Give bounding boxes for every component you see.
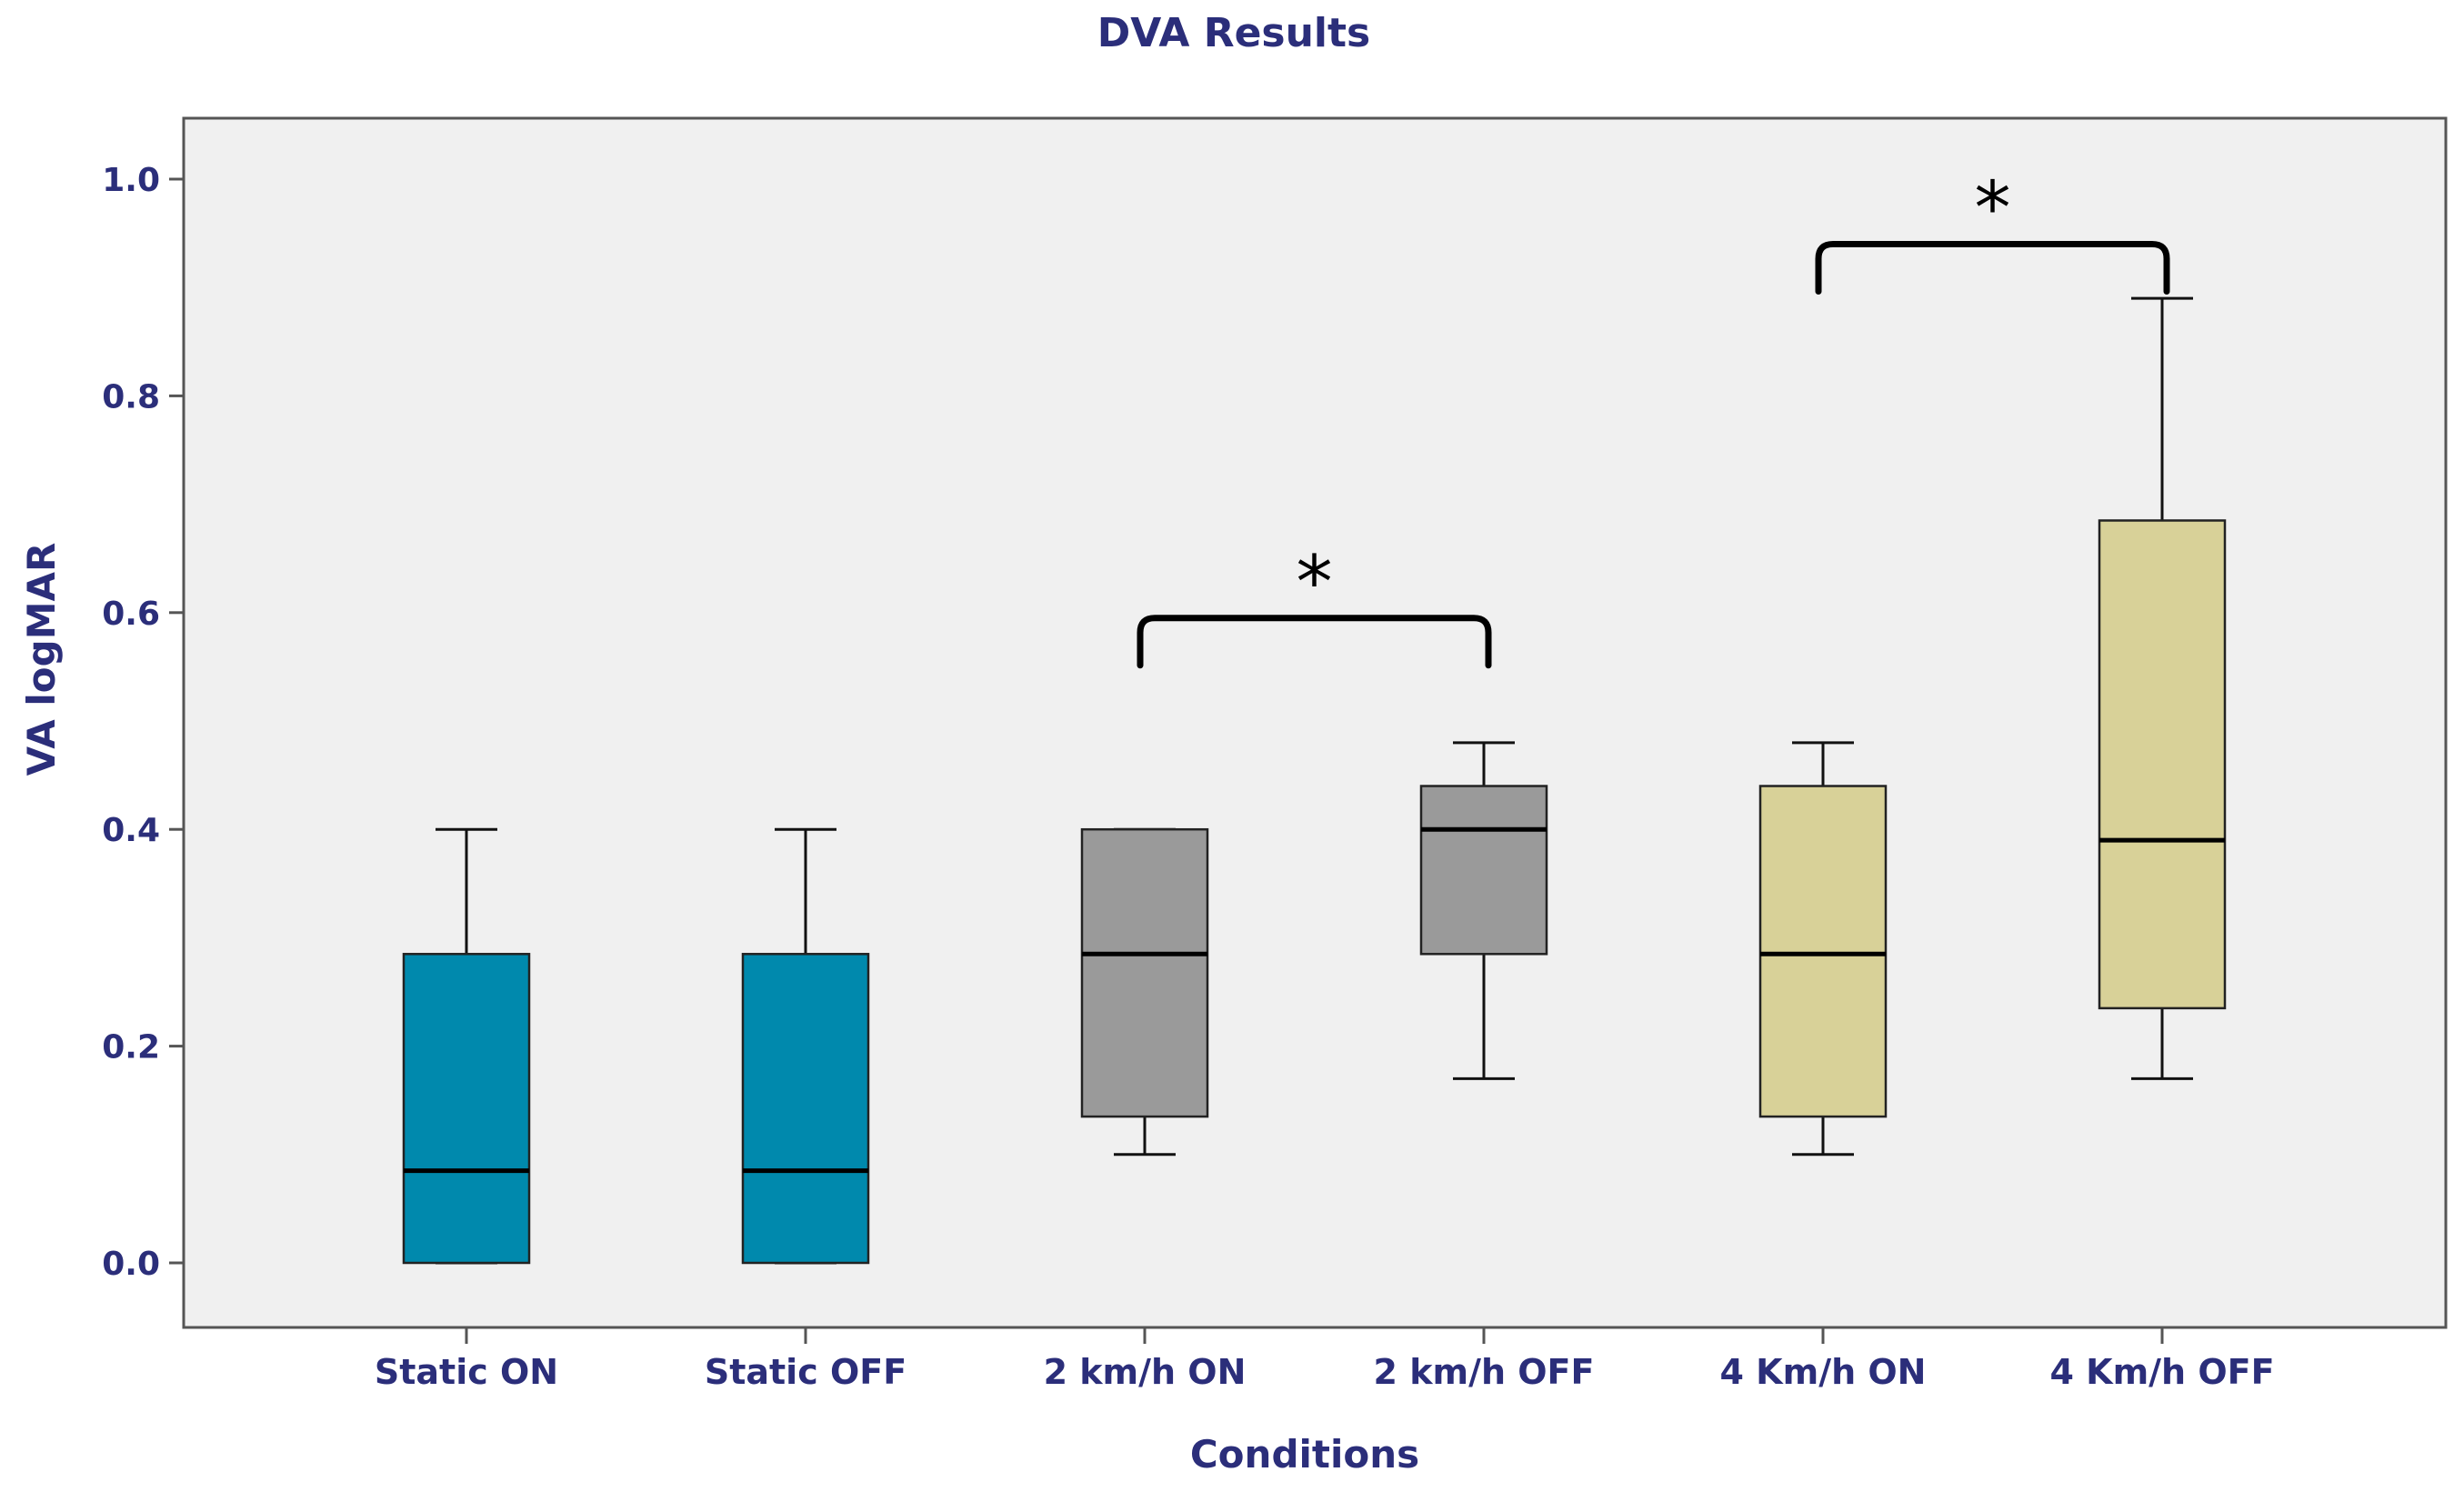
box-body [1758,785,1888,1118]
significance-star: * [1975,166,2011,251]
y-tick-label: 0.8 [102,378,160,416]
box-6 [2098,296,2227,1080]
box-2 [741,827,870,1265]
box-3 [1080,827,1209,1157]
significance-star: * [1297,540,1333,625]
box-5 [1758,741,1888,1157]
chart-title: DVA Results [1097,10,1371,56]
significance-bracket [1815,241,2170,295]
y-tick-label: 0.0 [102,1246,160,1283]
box-body [1419,785,1548,956]
x-axis: Static ON Static OFF 2 km/h ON 2 km/h OFF 4 … [375,1327,2275,1392]
significance-annotations: ** [1137,166,2170,669]
x-tick-label: 2 km/h ON [1044,1352,1247,1392]
box-series [402,296,2227,1265]
y-axis: 0.0 0.2 0.4 0.6 0.8 1.0 [102,162,184,1283]
box-4 [1419,741,1548,1080]
y-tick-label: 0.6 [102,596,160,633]
significance-bracket [1137,615,1492,669]
box-body [2098,519,2227,1010]
box-body [741,953,870,1265]
y-tick-label: 0.4 [102,812,160,849]
box-body [1080,827,1209,1118]
x-tick-label: Static OFF [705,1352,906,1392]
y-axis-label: VA logMAR [19,543,64,776]
x-tick-label: 4 Km/h OFF [2049,1352,2274,1392]
y-tick-label: 0.2 [102,1029,160,1066]
x-tick-label: 4 Km/h ON [1720,1352,1927,1392]
x-tick-label: 2 km/h OFF [1374,1352,1595,1392]
box-1 [402,827,531,1265]
x-axis-label: Conditions [1190,1432,1419,1477]
plot-area [182,116,2448,1329]
x-tick-label: Static ON [375,1352,558,1392]
box-body [402,953,531,1265]
y-tick-label: 1.0 [102,162,160,199]
